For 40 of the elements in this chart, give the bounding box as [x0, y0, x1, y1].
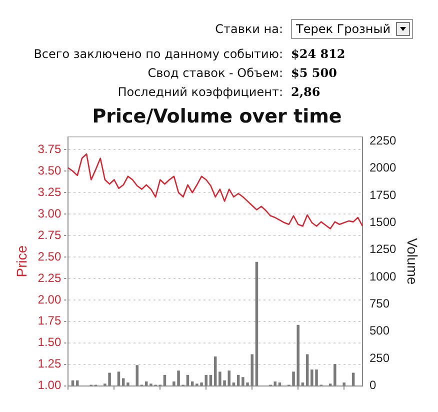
y-tick-label: 3.75 — [38, 142, 62, 156]
text: Ставки на: — [214, 22, 284, 36]
y-tick-label: 2.00 — [38, 292, 62, 306]
y2-axis-title: Volume — [404, 238, 421, 285]
y-tick-label: 1.50 — [38, 335, 62, 350]
y-tick-label: 1.00 — [38, 378, 62, 392]
bar — [342, 382, 346, 386]
y2-tick-label: 1250 — [370, 242, 397, 256]
bar — [126, 382, 130, 386]
y2-tick-label: 250 — [370, 350, 390, 365]
chart-title: Price/Volume over time — [92, 105, 342, 128]
y2-tick-label: 750 — [370, 296, 390, 311]
text: Свод ставок - Объем: — [146, 66, 284, 80]
y2-tick-label: 0 — [370, 378, 377, 392]
text: $24 812 — [291, 46, 346, 60]
bar — [214, 356, 217, 386]
y-tick-label: 2.50 — [38, 249, 62, 264]
y-tick-label: 3.25 — [38, 184, 62, 199]
select-field: Терек Грозный — [291, 19, 413, 39]
text: Всего заключено по данному событию: — [32, 46, 284, 60]
y-tick-label: 3.50 — [38, 163, 62, 178]
text: $5 500 — [291, 66, 337, 80]
y2-tick-label: 1750 — [370, 188, 397, 202]
text: 2,86 — [291, 84, 320, 98]
y2-tick-label: 1500 — [370, 215, 397, 230]
y-tick-label: 3.00 — [38, 206, 62, 220]
text: Последний коэффициент: — [116, 84, 284, 98]
y-axis-title: Price — [13, 245, 30, 278]
bar — [136, 365, 139, 386]
y2-tick-label: 500 — [370, 324, 390, 338]
y-tick-label: 1.25 — [38, 356, 62, 371]
bar — [117, 372, 120, 386]
y-tick-label: 2.75 — [38, 228, 62, 242]
y-tick-label: 1.75 — [38, 314, 62, 328]
y2-tick-label: 1000 — [370, 269, 397, 284]
bar — [334, 364, 336, 386]
bar — [255, 262, 258, 386]
y2-tick-label: 2000 — [370, 160, 397, 175]
y2-tick-label: 2250 — [370, 133, 397, 148]
y-tick-label: 2.25 — [38, 270, 62, 285]
